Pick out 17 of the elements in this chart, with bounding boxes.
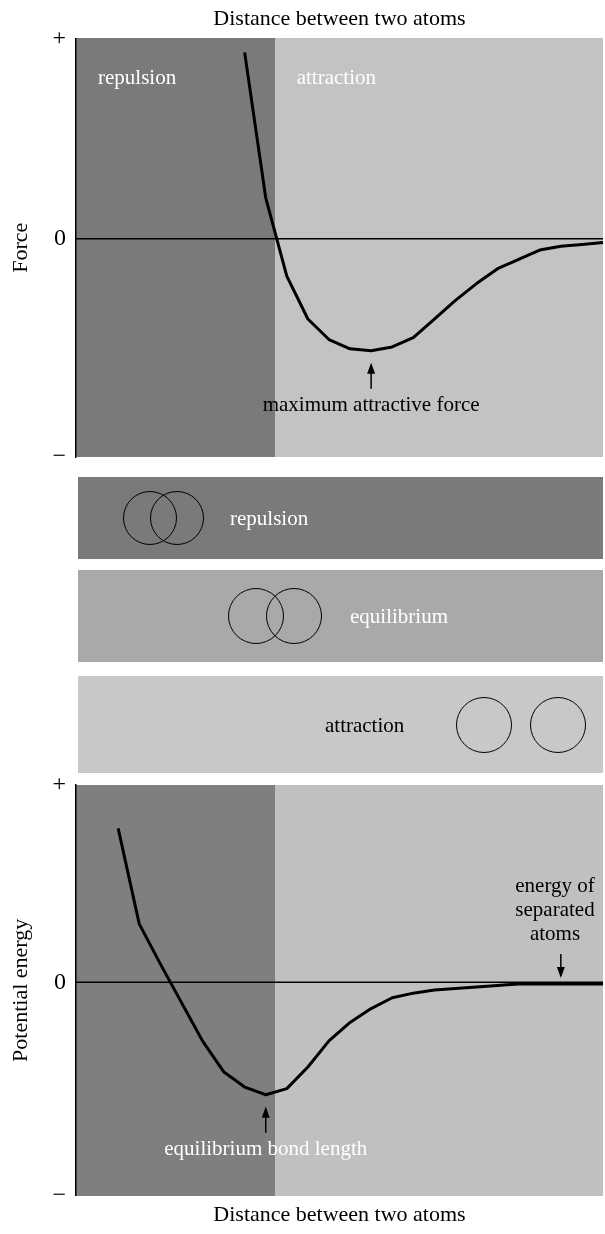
annotation: maximum attractive force [262, 391, 480, 416]
text: attraction [325, 712, 405, 737]
x-axis-title: Distance between two atoms [213, 4, 466, 30]
text: equilibrium [350, 603, 448, 629]
y-axis-title: Force [6, 222, 32, 273]
text: repulsion [230, 505, 309, 531]
annotation: energy of separated atoms [515, 872, 596, 945]
text: 0 [54, 967, 66, 994]
text: + [52, 770, 66, 797]
text: − [52, 442, 66, 469]
annotation: attraction [296, 65, 377, 90]
y-axis-title: Potential energy [6, 918, 32, 1062]
annotation: repulsion [98, 65, 177, 90]
text: 0 [54, 224, 66, 251]
text: − [52, 1180, 66, 1207]
text: + [52, 23, 66, 50]
x-axis-title: Distance between two atoms [213, 1200, 466, 1226]
